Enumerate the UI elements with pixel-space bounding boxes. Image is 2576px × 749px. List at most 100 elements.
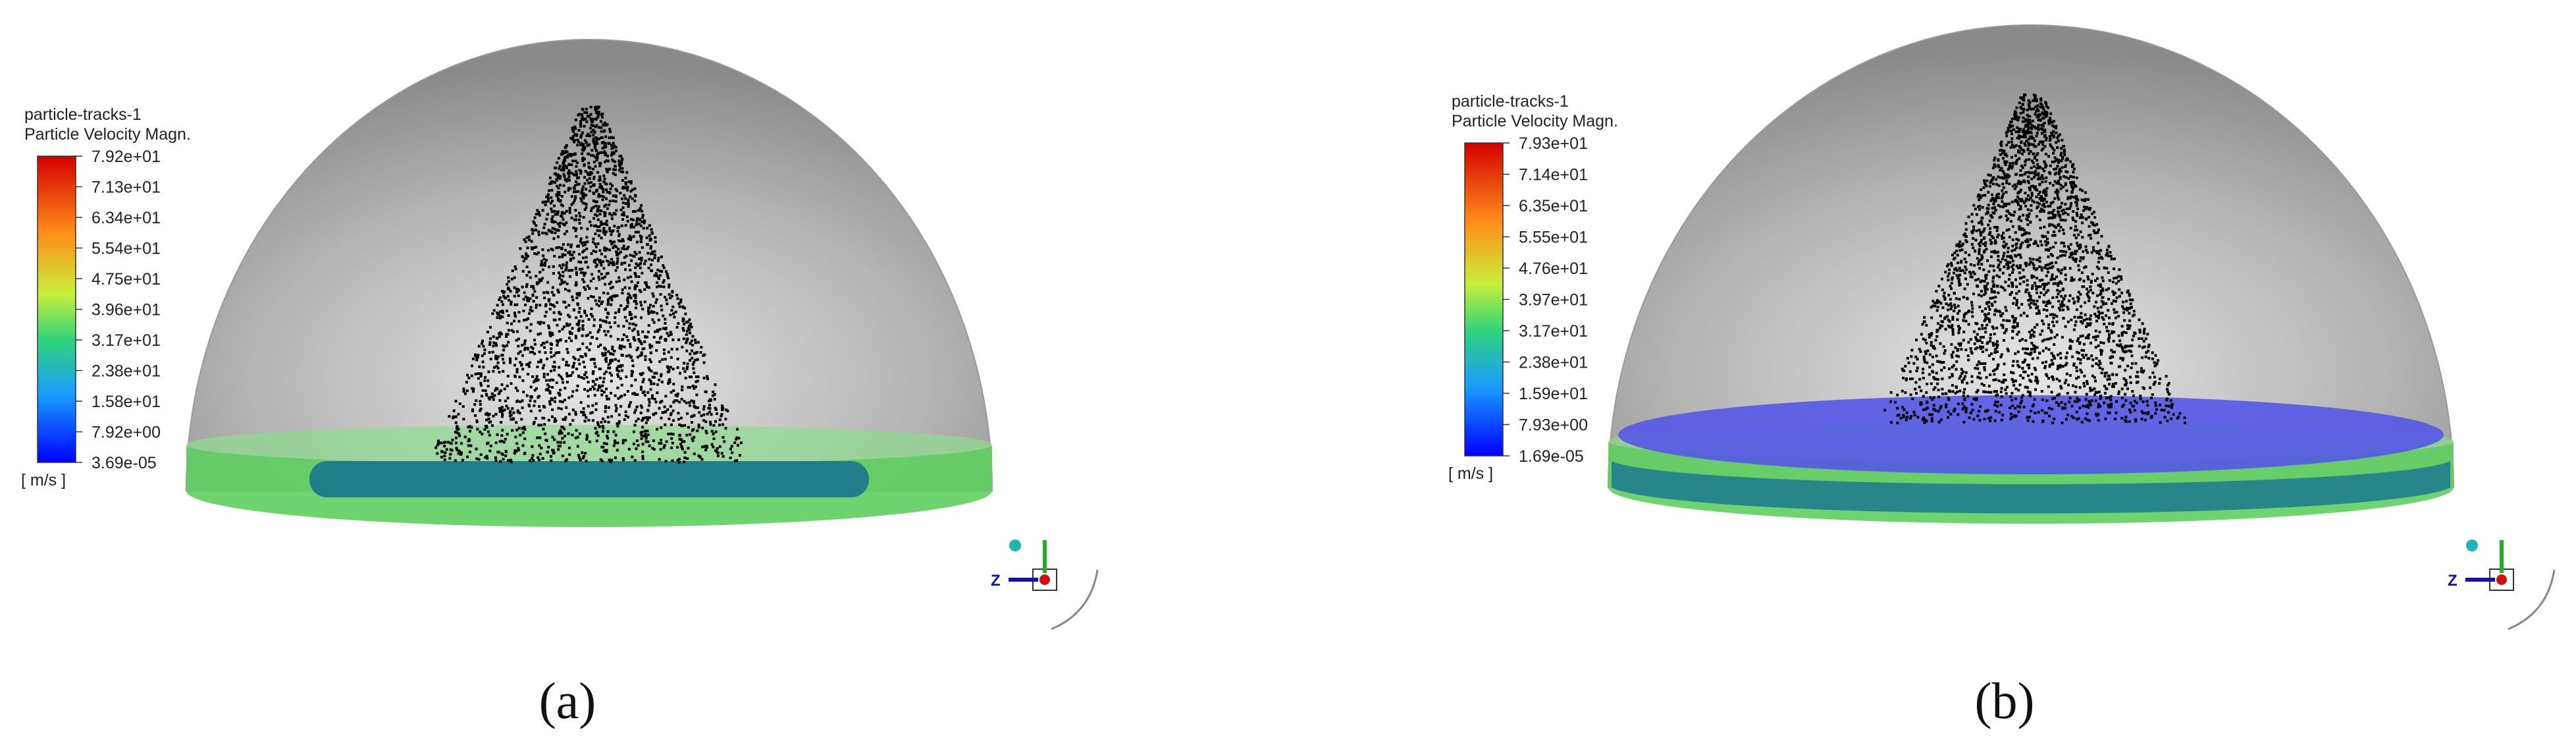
- particle: [2117, 365, 2120, 368]
- particle: [2095, 319, 2098, 323]
- particle: [708, 399, 710, 402]
- particle: [610, 242, 613, 246]
- particle: [2100, 235, 2103, 238]
- particle: [626, 276, 629, 279]
- particle: [711, 394, 714, 397]
- particle: [547, 299, 550, 302]
- particle: [2026, 352, 2030, 356]
- particle: [530, 396, 533, 399]
- particle: [480, 384, 483, 387]
- particle: [492, 341, 496, 345]
- particle: [612, 136, 615, 140]
- particle: [633, 255, 636, 258]
- particle: [2039, 102, 2042, 105]
- particle: [2074, 250, 2077, 253]
- particle: [1978, 221, 1981, 225]
- particle: [2036, 167, 2039, 170]
- particle: [505, 335, 508, 338]
- particle: [2107, 406, 2111, 409]
- particle: [565, 150, 569, 153]
- particle: [666, 331, 669, 335]
- particle: [2012, 319, 2016, 322]
- particle: [592, 128, 595, 132]
- particle: [460, 442, 463, 445]
- particle: [634, 231, 637, 234]
- particle: [2076, 300, 2080, 303]
- particle: [2138, 331, 2142, 334]
- particle: [618, 310, 620, 314]
- particle: [538, 213, 541, 217]
- particle: [592, 124, 595, 127]
- particle: [635, 223, 638, 226]
- particle: [704, 420, 708, 424]
- particle: [529, 459, 531, 462]
- particle: [721, 404, 724, 407]
- particle: [504, 437, 507, 441]
- particle: [2028, 366, 2031, 370]
- particle: [639, 207, 642, 210]
- particle: [494, 441, 498, 445]
- particle: [558, 366, 561, 369]
- particle: [602, 195, 606, 198]
- particle: [713, 393, 716, 396]
- particle: [1964, 407, 1968, 410]
- particle: [2055, 167, 2058, 171]
- particle: [498, 391, 502, 394]
- particle: [618, 370, 621, 373]
- particle: [626, 296, 629, 299]
- particle: [2153, 364, 2157, 368]
- particle: [2120, 331, 2124, 335]
- particle: [1922, 368, 1925, 371]
- particle: [602, 426, 605, 430]
- particle: [1931, 363, 1934, 366]
- particle: [2142, 340, 2145, 343]
- particle: [1999, 149, 2002, 152]
- particle: [691, 363, 695, 366]
- particle: [2128, 312, 2131, 315]
- particle: [2053, 173, 2057, 176]
- particle: [2147, 411, 2150, 414]
- particle: [507, 280, 510, 283]
- particle: [691, 421, 693, 424]
- particle: [2020, 228, 2023, 231]
- particle: [529, 276, 532, 279]
- particle: [2017, 410, 2020, 414]
- particle: [2013, 415, 2016, 418]
- particle: [543, 423, 546, 426]
- particle: [2013, 187, 2016, 190]
- particle: [2032, 184, 2034, 188]
- particle: [657, 318, 660, 321]
- particle: [499, 310, 502, 314]
- particle: [2086, 382, 2089, 385]
- particle: [646, 285, 649, 289]
- particle: [560, 246, 564, 250]
- particle: [725, 408, 728, 412]
- particle: [535, 296, 539, 299]
- particle: [2059, 356, 2063, 360]
- particle: [635, 406, 639, 408]
- particle: [647, 286, 650, 289]
- particle: [666, 365, 669, 368]
- particle: [473, 403, 477, 406]
- particle: [2013, 110, 2016, 113]
- particle: [585, 188, 587, 191]
- particle: [2139, 395, 2142, 398]
- particle: [2093, 216, 2097, 219]
- particle: [611, 285, 614, 289]
- particle: [660, 400, 664, 403]
- particle: [2144, 355, 2147, 358]
- particle: [2037, 410, 2040, 414]
- particle: [686, 362, 689, 366]
- particle: [517, 337, 520, 341]
- particle: [592, 161, 596, 163]
- particle: [1978, 244, 1982, 248]
- particle: [602, 190, 605, 194]
- particle: [449, 448, 452, 451]
- particle: [1952, 350, 1955, 354]
- particle: [621, 288, 624, 291]
- particle: [1978, 250, 1981, 253]
- particle: [2046, 237, 2049, 240]
- particle: [2024, 358, 2027, 362]
- particle: [573, 125, 577, 128]
- particle: [614, 321, 617, 324]
